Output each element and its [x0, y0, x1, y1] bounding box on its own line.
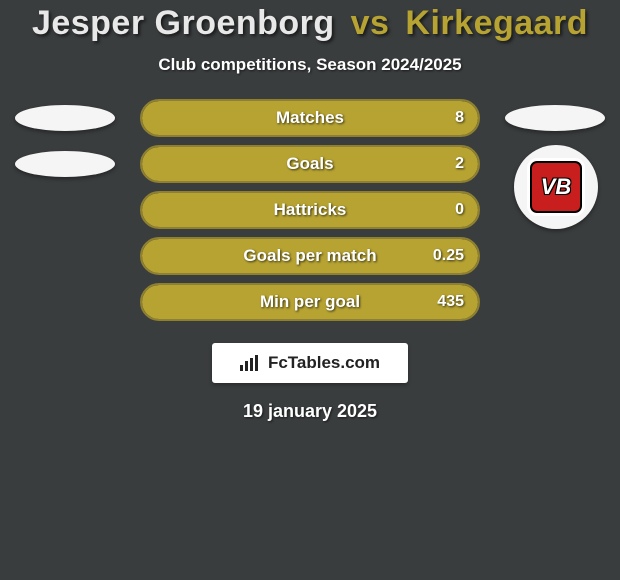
stat-bar: Goals 2: [140, 145, 480, 183]
stat-label: Hattricks: [274, 200, 347, 220]
player2-club-placeholder: [505, 105, 605, 131]
player1-club-placeholder: [15, 105, 115, 131]
stat-value-right: 0.25: [433, 247, 464, 265]
stat-row: Min per goal 435: [0, 283, 620, 321]
vs-text: vs: [351, 4, 390, 42]
left-badge-slot: [10, 99, 120, 137]
left-badge-slot: [10, 283, 120, 321]
stat-value-right: 8: [455, 109, 464, 127]
stat-row: Goals per match 0.25: [0, 237, 620, 275]
player1-club-placeholder: [15, 151, 115, 177]
left-badge-slot: [10, 237, 120, 275]
stat-label: Matches: [276, 108, 344, 128]
stat-bar: Hattricks 0: [140, 191, 480, 229]
player2-name: Kirkegaard: [405, 4, 588, 42]
subtitle: Club competitions, Season 2024/2025: [158, 55, 461, 75]
comparison-card: Jesper Groenborg vs Kirkegaard Club comp…: [0, 0, 620, 422]
date-text: 19 january 2025: [243, 401, 377, 422]
stat-row: Goals 2 VB: [0, 145, 620, 183]
right-badge-slot: [500, 99, 610, 137]
stat-value-right: 435: [437, 293, 464, 311]
stat-label: Goals: [286, 154, 333, 174]
attribution-badge[interactable]: FcTables.com: [212, 343, 408, 383]
attribution-text: FcTables.com: [268, 353, 380, 373]
right-badge-slot: [500, 191, 610, 229]
stat-bar: Matches 8: [140, 99, 480, 137]
stat-row: Matches 8: [0, 99, 620, 137]
stat-label: Min per goal: [260, 292, 360, 312]
right-badge-slot: [500, 237, 610, 275]
right-badge-slot: [500, 283, 610, 321]
stats-list: Matches 8 Goals 2 VB: [0, 99, 620, 329]
left-badge-slot: [10, 145, 120, 183]
stat-value-right: 2: [455, 155, 464, 173]
stat-bar: Min per goal 435: [140, 283, 480, 321]
stat-value-right: 0: [455, 201, 464, 219]
stat-row: Hattricks 0: [0, 191, 620, 229]
stat-bar: Goals per match 0.25: [140, 237, 480, 275]
page-title: Jesper Groenborg vs Kirkegaard: [32, 4, 588, 43]
player1-name: Jesper Groenborg: [32, 4, 335, 42]
left-badge-slot: [10, 191, 120, 229]
stat-label: Goals per match: [243, 246, 376, 266]
chart-icon: [240, 355, 260, 371]
right-badge-slot: VB: [500, 145, 610, 183]
